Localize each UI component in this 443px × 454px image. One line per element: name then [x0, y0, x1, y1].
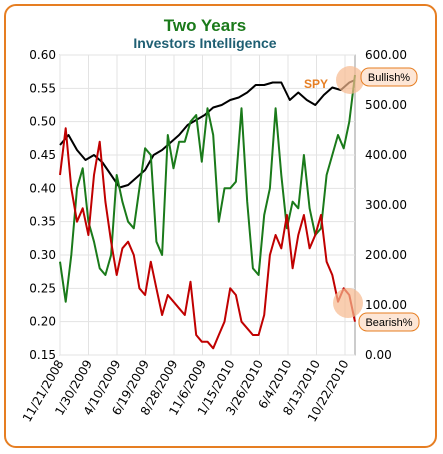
left-tick-label: 0.60	[29, 48, 56, 62]
right-tick-label: 100.00	[365, 298, 407, 312]
right-tick-label: 300.00	[365, 198, 407, 212]
series-line-2	[59, 127, 356, 350]
left-tick-label: 0.30	[29, 248, 56, 262]
right-tick-label: 500.00	[365, 98, 407, 112]
left-tick-label: 0.55	[29, 81, 56, 95]
left-axis: 0.60 0.55 0.50 0.45 0.40 0.35 0.30 0.25 0.20 0.15	[29, 48, 56, 362]
chart-subtitle: Investors Intelligence	[133, 35, 276, 51]
bullish-highlight	[336, 66, 364, 94]
bearish-label: Bearish%	[365, 317, 412, 329]
series-layer	[59, 74, 356, 350]
left-tick-label: 0.40	[29, 181, 56, 195]
left-tick-label: 0.35	[29, 215, 56, 229]
bullish-label: Bullish%	[368, 72, 410, 84]
grid	[59, 54, 355, 356]
spy-label: SPY	[304, 77, 328, 91]
bullish-label-box	[360, 67, 418, 87]
plot-area	[59, 54, 356, 356]
right-tick-label: 400.00	[365, 148, 407, 162]
bearish-highlight	[333, 288, 363, 318]
chart-title: Two Years	[164, 16, 247, 35]
right-axis: 600.00 500.00 400.00 300.00 200.00 100.00 0.00	[365, 48, 407, 362]
left-tick-label: 0.20	[29, 315, 56, 329]
right-tick-label: 600.00	[365, 48, 407, 62]
x-axis: 11/21/20081/30/20094/10/20096/19/20098/2…	[20, 358, 352, 425]
series-line-1	[59, 74, 356, 303]
bearish-label-box	[358, 312, 420, 332]
left-tick-label: 0.45	[29, 148, 56, 162]
right-tick-label: 200.00	[365, 248, 407, 262]
left-tick-label: 0.25	[29, 281, 56, 295]
left-tick-label: 0.15	[29, 348, 56, 362]
right-tick-label: 0.00	[365, 348, 392, 362]
left-tick-label: 0.50	[29, 115, 56, 129]
plot-border	[59, 54, 356, 356]
